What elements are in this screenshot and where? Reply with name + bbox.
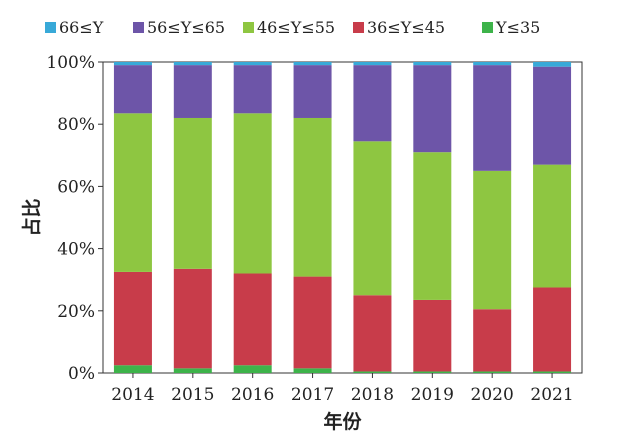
bar-segment-2014-series-2	[113, 113, 152, 272]
bar-segment-2021-series-1	[533, 287, 572, 372]
bar-segment-2019-series-4	[413, 62, 452, 66]
legend-swatch	[133, 22, 144, 33]
legend-item-2: 46≤Y≤55	[243, 18, 335, 37]
bar-segment-2018-series-2	[353, 141, 392, 296]
bar-segment-2019-series-1	[413, 299, 452, 372]
legend-item-3: 36≤Y≤45	[353, 18, 445, 37]
bar-segment-2021-series-3	[533, 66, 572, 165]
bar-group-2014	[113, 62, 152, 373]
y-axis-title: 占比	[20, 198, 43, 236]
bar-segment-2021-series-2	[533, 164, 572, 288]
y-tick-label-1: 20%	[57, 302, 95, 322]
bar-segment-2018-series-1	[353, 295, 392, 372]
bar-segment-2016-series-2	[233, 113, 272, 274]
bar-segment-2018-series-0	[353, 371, 392, 373]
plot-area	[102, 61, 583, 374]
bar-segment-2014-series-1	[113, 271, 152, 366]
bar-group-2016	[233, 62, 272, 373]
y-tick-label-0: 0%	[68, 364, 95, 384]
x-tick-label-2021: 2021	[530, 385, 573, 405]
legend-swatch	[353, 22, 364, 33]
bar-segment-2016-series-3	[233, 65, 272, 114]
bar-segment-2018-series-4	[353, 62, 392, 66]
x-tick-label-2016: 2016	[231, 385, 274, 405]
bar-segment-2020-series-4	[473, 62, 512, 66]
legend-item-0: 66≤Y	[45, 18, 104, 37]
bar-segment-2021-series-0	[533, 371, 572, 373]
x-tick-label-2019: 2019	[411, 385, 454, 405]
y-tick-label-2: 40%	[57, 240, 95, 260]
x-tick-label-2015: 2015	[171, 385, 214, 405]
bar-segment-2017-series-0	[293, 368, 332, 373]
bar-segment-2016-series-4	[233, 62, 272, 66]
bar-segment-2017-series-1	[293, 276, 332, 369]
bar-group-2020	[473, 62, 512, 373]
bar-segment-2017-series-2	[293, 117, 332, 277]
x-tick-label-2014: 2014	[111, 385, 154, 405]
legend-label: 66≤Y	[59, 18, 104, 37]
bar-group-2019	[413, 62, 452, 373]
bar-segment-2019-series-2	[413, 152, 452, 300]
legend-label: 36≤Y≤45	[367, 18, 445, 37]
x-tick-label-2020: 2020	[471, 385, 514, 405]
bar-group-2017	[293, 62, 332, 373]
legend-item-1: 56≤Y≤65	[133, 18, 225, 37]
bar-segment-2019-series-0	[413, 371, 452, 373]
legend-label: 46≤Y≤55	[257, 18, 335, 37]
x-tick-label-2017: 2017	[291, 385, 334, 405]
x-axis-title: 年份	[323, 410, 362, 433]
legend-swatch	[45, 22, 56, 33]
y-tick-label-5: 100%	[46, 53, 95, 73]
bar-segment-2014-series-4	[113, 62, 152, 66]
bar-segment-2017-series-4	[293, 62, 332, 66]
bar-segment-2015-series-0	[173, 368, 212, 373]
bar-segment-2019-series-3	[413, 65, 452, 153]
bar-group-2018	[353, 62, 392, 373]
legend: 66≤Y 56≤Y≤65 46≤Y≤55 36≤Y≤45 Y≤35	[45, 18, 540, 37]
bar-segment-2014-series-3	[113, 65, 152, 114]
bar-group-2015	[173, 62, 212, 373]
plot-frame	[102, 61, 583, 374]
bar-segment-2015-series-3	[173, 65, 212, 118]
y-axis: 0% 20% 40% 60% 80% 100%	[46, 53, 103, 384]
y-tick-label-4: 80%	[57, 115, 95, 135]
bar-segment-2020-series-3	[473, 65, 512, 171]
legend-label: Y≤35	[495, 18, 540, 37]
legend-label: 56≤Y≤65	[147, 18, 225, 37]
bar-segment-2017-series-3	[293, 65, 332, 118]
y-tick-label-3: 60%	[57, 177, 95, 197]
bar-segment-2015-series-4	[173, 62, 212, 66]
bar-segment-2020-series-1	[473, 309, 512, 372]
bar-segment-2016-series-1	[233, 273, 272, 366]
legend-swatch	[243, 22, 254, 33]
legend-item-4: Y≤35	[482, 18, 540, 37]
bar-segment-2021-series-4	[533, 62, 572, 67]
x-tick-label-2018: 2018	[351, 385, 394, 405]
bar-segment-2018-series-3	[353, 65, 392, 142]
bar-group-2021	[533, 62, 572, 373]
legend-swatch	[482, 22, 493, 33]
bar-segment-2020-series-0	[473, 371, 512, 373]
bar-segment-2014-series-0	[113, 365, 152, 373]
bar-segment-2015-series-2	[173, 117, 212, 269]
bar-segment-2020-series-2	[473, 170, 512, 310]
bar-segment-2016-series-0	[233, 365, 272, 373]
x-axis: 2014 2015 2016 2017 2018 2019 2020 2021	[111, 373, 574, 405]
bar-segment-2015-series-1	[173, 268, 212, 369]
